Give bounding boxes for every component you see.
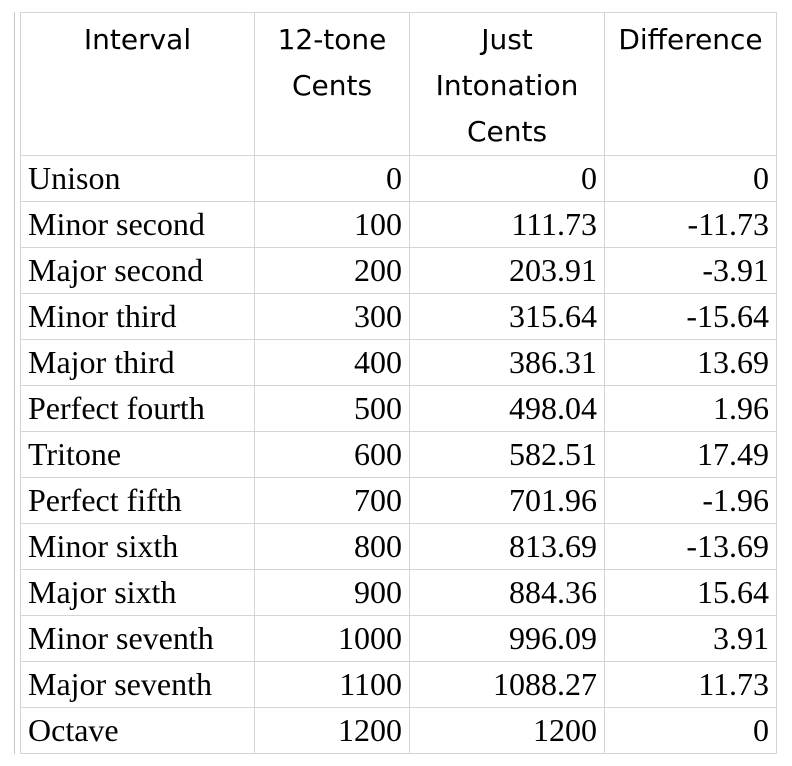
tone-cents-cell[interactable]: 300 bbox=[254, 293, 410, 340]
interval-name-cell[interactable]: Tritone bbox=[20, 431, 255, 478]
table-row: Major sixth 900 884.36 15.64 bbox=[20, 569, 777, 616]
interval-name-cell[interactable]: Perfect fifth bbox=[20, 477, 255, 524]
difference-cell[interactable]: 15.64 bbox=[604, 569, 777, 616]
tone-cents-cell[interactable]: 1200 bbox=[254, 707, 410, 754]
just-cents-cell[interactable]: 813.69 bbox=[409, 523, 605, 570]
interval-name-cell[interactable]: Minor seventh bbox=[20, 615, 255, 662]
interval-name-cell[interactable]: Minor sixth bbox=[20, 523, 255, 570]
interval-name-cell[interactable]: Major third bbox=[20, 339, 255, 386]
just-cents-cell[interactable]: 111.73 bbox=[409, 201, 605, 248]
just-cents-cell[interactable]: 386.31 bbox=[409, 339, 605, 386]
difference-cell[interactable]: 0 bbox=[604, 155, 777, 202]
interval-name-cell[interactable]: Perfect fourth bbox=[20, 385, 255, 432]
header-cell-interval[interactable]: Interval bbox=[20, 12, 255, 156]
just-cents-cell[interactable]: 315.64 bbox=[409, 293, 605, 340]
interval-name-cell[interactable]: Major seventh bbox=[20, 661, 255, 708]
interval-name-cell[interactable]: Octave bbox=[20, 707, 255, 754]
table-row: Minor sixth 800 813.69 -13.69 bbox=[20, 523, 777, 570]
table-row: Minor third 300 315.64 -15.64 bbox=[20, 293, 777, 340]
tone-cents-cell[interactable]: 1000 bbox=[254, 615, 410, 662]
difference-cell[interactable]: -11.73 bbox=[604, 201, 777, 248]
tone-cents-cell[interactable]: 0 bbox=[254, 155, 410, 202]
tone-cents-cell[interactable]: 500 bbox=[254, 385, 410, 432]
tone-cents-cell[interactable]: 400 bbox=[254, 339, 410, 386]
table-row: Major second 200 203.91 -3.91 bbox=[20, 247, 777, 294]
table-row: Major third 400 386.31 13.69 bbox=[20, 339, 777, 386]
just-cents-cell[interactable]: 884.36 bbox=[409, 569, 605, 616]
interval-name-cell[interactable]: Unison bbox=[20, 155, 255, 202]
table-row: Perfect fourth 500 498.04 1.96 bbox=[20, 385, 777, 432]
just-cents-cell[interactable]: 996.09 bbox=[409, 615, 605, 662]
table-row: Tritone 600 582.51 17.49 bbox=[20, 431, 777, 478]
tone-cents-cell[interactable]: 200 bbox=[254, 247, 410, 294]
table-row: Major seventh 1100 1088.27 11.73 bbox=[20, 661, 777, 708]
difference-cell[interactable]: 13.69 bbox=[604, 339, 777, 386]
interval-name-cell[interactable]: Major sixth bbox=[20, 569, 255, 616]
just-cents-cell[interactable]: 498.04 bbox=[409, 385, 605, 432]
table-row: Octave 1200 1200 0 bbox=[20, 707, 777, 754]
table-body: Unison 0 0 0 Minor second 100 111.73 -11.73 Majo… bbox=[20, 155, 777, 754]
just-cents-cell[interactable]: 0 bbox=[409, 155, 605, 202]
just-cents-cell[interactable]: 701.96 bbox=[409, 477, 605, 524]
interval-name-cell[interactable]: Minor third bbox=[20, 293, 255, 340]
just-cents-cell[interactable]: 1088.27 bbox=[409, 661, 605, 708]
just-cents-cell[interactable]: 582.51 bbox=[409, 431, 605, 478]
difference-cell[interactable]: -15.64 bbox=[604, 293, 777, 340]
difference-cell[interactable]: 17.49 bbox=[604, 431, 777, 478]
tone-cents-cell[interactable]: 900 bbox=[254, 569, 410, 616]
just-cents-cell[interactable]: 1200 bbox=[409, 707, 605, 754]
difference-cell[interactable]: 1.96 bbox=[604, 385, 777, 432]
tone-cents-cell[interactable]: 800 bbox=[254, 523, 410, 570]
difference-cell[interactable]: -1.96 bbox=[604, 477, 777, 524]
difference-cell[interactable]: 0 bbox=[604, 707, 777, 754]
interval-name-cell[interactable]: Minor second bbox=[20, 201, 255, 248]
table-row: Minor seventh 1000 996.09 3.91 bbox=[20, 615, 777, 662]
intervals-table: Interval 12-tone Cents Just Intonation C… bbox=[20, 12, 777, 754]
header-cell-just-intonation-cents[interactable]: Just Intonation Cents bbox=[409, 12, 605, 156]
tone-cents-cell[interactable]: 600 bbox=[254, 431, 410, 478]
difference-cell[interactable]: -13.69 bbox=[604, 523, 777, 570]
table-row: Minor second 100 111.73 -11.73 bbox=[20, 201, 777, 248]
tone-cents-cell[interactable]: 100 bbox=[254, 201, 410, 248]
just-cents-cell[interactable]: 203.91 bbox=[409, 247, 605, 294]
header-cell-12-tone-cents[interactable]: 12-tone Cents bbox=[254, 12, 410, 156]
difference-cell[interactable]: 3.91 bbox=[604, 615, 777, 662]
header-row: Interval 12-tone Cents Just Intonation C… bbox=[20, 12, 777, 156]
tone-cents-cell[interactable]: 1100 bbox=[254, 661, 410, 708]
difference-cell[interactable]: 11.73 bbox=[604, 661, 777, 708]
interval-name-cell[interactable]: Major second bbox=[20, 247, 255, 294]
table-row: Unison 0 0 0 bbox=[20, 155, 777, 202]
header-cell-difference[interactable]: Difference bbox=[604, 12, 777, 156]
sheet-left-edge bbox=[14, 12, 15, 754]
difference-cell[interactable]: -3.91 bbox=[604, 247, 777, 294]
table-row: Perfect fifth 700 701.96 -1.96 bbox=[20, 477, 777, 524]
tone-cents-cell[interactable]: 700 bbox=[254, 477, 410, 524]
